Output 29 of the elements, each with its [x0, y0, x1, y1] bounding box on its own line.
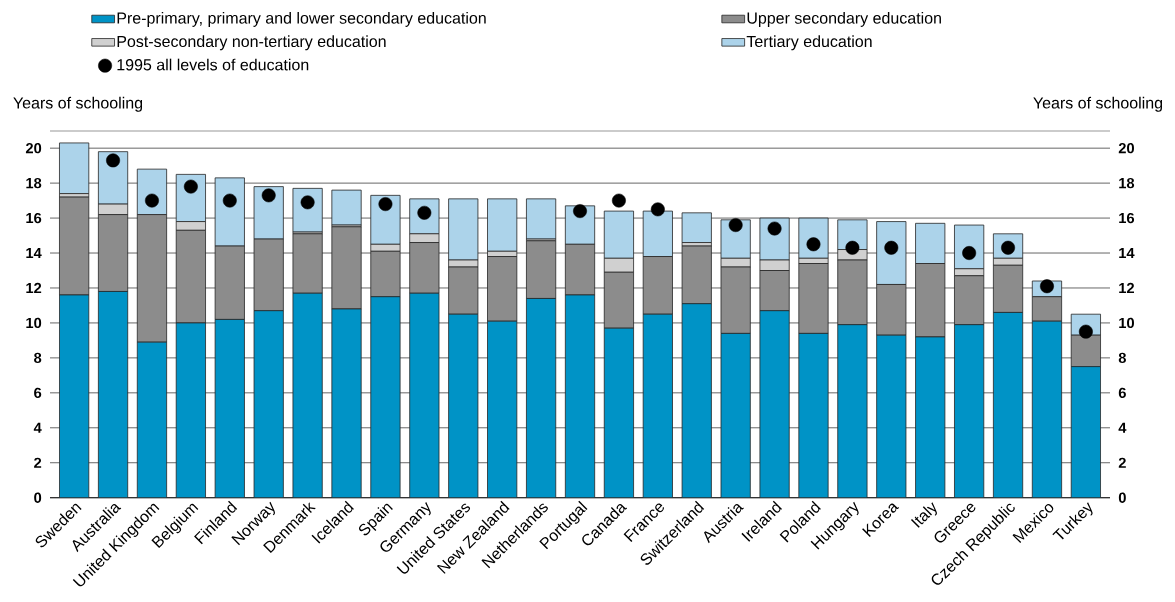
legend-label: Post-secondary non-tertiary education: [117, 35, 386, 51]
y-tick-label: 14: [26, 247, 42, 259]
legend-label: Upper secondary education: [747, 12, 941, 27]
y2-tick-label: 18: [1119, 177, 1135, 189]
y-tick-label: 6: [34, 387, 42, 399]
y-tick-label: 4: [33, 422, 42, 433]
legend-label: 1995 all levels of education: [117, 58, 309, 71]
y2-tick-label: 14: [1119, 247, 1135, 259]
y-tick-label: 18: [26, 177, 42, 189]
y-tick-label: 0: [34, 492, 42, 503]
y-tick-label: 10: [26, 317, 42, 329]
y2-tick-label: 6: [1118, 387, 1126, 399]
y-tick-label: 12: [26, 282, 42, 294]
legend-label: Tertiary education: [746, 35, 872, 51]
legend-label: Pre-primary, primary and lower secondary education: [117, 12, 486, 27]
y2-tick-label: 2: [1118, 457, 1126, 468]
y2-tick-label: 20: [1118, 142, 1134, 154]
y-tick-label: 20: [25, 142, 42, 154]
y2-tick-label: 8: [1118, 352, 1126, 364]
y2-tick-label: 12: [1119, 282, 1135, 294]
y2-tick-label: 16: [1119, 212, 1135, 224]
y2-tick-label: 4: [1118, 422, 1127, 433]
y-tick-label: 16: [26, 212, 42, 224]
y2-axis-title: Years of schooling: [1033, 96, 1163, 112]
y-tick-label: 2: [34, 457, 42, 468]
y2-tick-label: 10: [1119, 317, 1134, 329]
y-tick-label: 8: [34, 352, 42, 364]
y2-tick-label: 0: [1118, 492, 1126, 503]
y-axis-title: Years of schooling: [13, 96, 143, 112]
